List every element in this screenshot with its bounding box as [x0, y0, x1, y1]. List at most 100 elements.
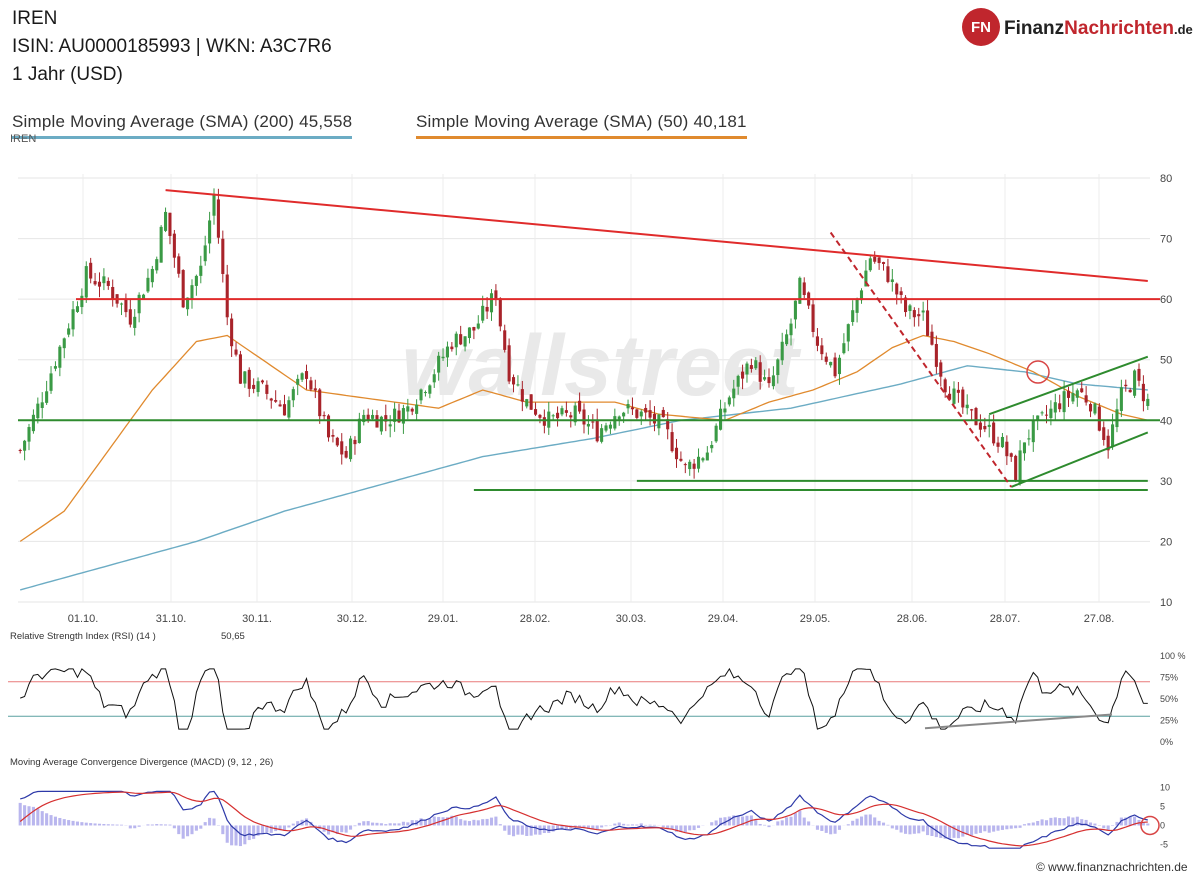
macd-histogram-bar: [1009, 825, 1013, 829]
candle-body: [507, 345, 511, 382]
macd-histogram-bar: [1036, 821, 1040, 826]
macd-histogram-bar: [732, 815, 736, 826]
macd-histogram-bar: [397, 823, 401, 826]
macd-histogram-bar: [1128, 816, 1132, 826]
macd-histogram-bar: [212, 818, 216, 826]
finanznachrichten-logo[interactable]: FN FinanzNachrichten.de: [962, 8, 1193, 48]
macd-histogram-bar: [511, 825, 516, 837]
candle-body: [815, 336, 819, 346]
candle-body: [1093, 403, 1097, 414]
macd-histogram-bar: [371, 822, 375, 826]
candle-body: [617, 416, 621, 420]
candle-body: [1080, 388, 1084, 393]
candle-body: [926, 310, 930, 336]
macd-histogram-bar: [1080, 819, 1084, 826]
candle-body: [357, 418, 361, 444]
macd-histogram-bar: [1124, 817, 1128, 826]
macd-histogram-bar: [912, 825, 916, 834]
x-tick-label: 30.03.: [616, 613, 647, 625]
candle-body: [745, 363, 749, 375]
candle-body: [529, 394, 533, 410]
candle-body: [186, 297, 190, 310]
candle-body: [287, 400, 291, 418]
macd-histogram-bar: [943, 825, 947, 839]
candle-body: [498, 298, 502, 327]
macd-histogram-bar: [168, 824, 172, 826]
candle-body: [538, 414, 542, 418]
macd-histogram-bar: [992, 825, 996, 832]
candle-body: [1027, 438, 1031, 440]
candle-body: [344, 450, 348, 458]
candle-body: [459, 334, 463, 345]
macd-histogram-bar: [534, 825, 538, 835]
macd-signal-line: [19, 791, 1148, 847]
downtrend-dashed-line: [829, 231, 1013, 488]
y-tick-label: 80: [1160, 173, 1172, 185]
macd-histogram-bar: [1022, 824, 1027, 826]
macd-histogram-bar: [604, 825, 608, 827]
candle-body: [371, 414, 375, 419]
macd-histogram-bar: [547, 825, 551, 833]
candle-body: [1088, 404, 1093, 412]
macd-histogram-bar: [789, 816, 793, 826]
candle-body: [181, 270, 185, 308]
macd-histogram-bar: [234, 825, 238, 846]
macd-histogram-bar: [626, 824, 630, 826]
candle-body: [375, 415, 379, 428]
candle-body: [855, 298, 859, 313]
candle-body: [749, 365, 753, 369]
candle-body: [908, 305, 912, 312]
candle-body: [719, 408, 723, 430]
candle-body: [450, 346, 454, 350]
macd-histogram-bar: [723, 817, 727, 826]
candle-body: [723, 408, 727, 413]
candle-body: [921, 310, 925, 313]
candle-body: [992, 422, 996, 444]
candle-body: [27, 427, 31, 442]
candle-body: [36, 403, 40, 419]
macd-histogram-bar: [18, 802, 22, 826]
candle-body: [688, 461, 692, 470]
candle-body: [291, 389, 295, 401]
candle-body: [798, 277, 802, 304]
candle-body: [974, 408, 978, 426]
candle-body: [97, 281, 102, 287]
candle-body: [666, 419, 670, 430]
candle-body: [93, 281, 97, 285]
macd-histogram-bar: [194, 825, 198, 831]
macd-histogram-bar: [119, 824, 124, 826]
candle-body: [608, 424, 612, 429]
macd-histogram-bar: [754, 820, 758, 826]
macd-histogram-bar: [489, 817, 494, 826]
macd-histogram-bar: [1049, 817, 1053, 826]
candle-body: [1014, 455, 1018, 482]
candle-body: [53, 366, 57, 369]
y-tick-label: 20: [1160, 536, 1172, 548]
candle-body: [31, 414, 35, 432]
macd-histogram-bar: [644, 824, 648, 826]
macd-histogram-bar: [49, 815, 53, 826]
candle-body: [727, 397, 731, 405]
macd-histogram-bar: [516, 825, 520, 835]
x-tick-label: 01.10.: [68, 613, 99, 625]
candle-body: [313, 388, 317, 391]
macd-histogram-bar: [1111, 825, 1115, 826]
x-tick-label: 29.05.: [800, 613, 831, 625]
macd-histogram-bar: [106, 824, 110, 826]
candle-body: [18, 449, 22, 451]
macd-histogram-bar: [31, 806, 35, 826]
candle-body: [463, 336, 467, 347]
candle-body: [428, 385, 432, 394]
macd-histogram-bar: [221, 825, 225, 835]
macd-histogram-bar: [661, 825, 665, 828]
macd-histogram-bar: [304, 818, 309, 826]
candle-body: [445, 346, 449, 358]
candle-body: [516, 384, 520, 386]
macd-histogram-bar: [952, 825, 956, 838]
candle-body: [133, 316, 137, 328]
candle-body: [595, 419, 599, 442]
candle-body: [983, 426, 987, 430]
macd-histogram-bar: [366, 821, 370, 826]
candle-body: [511, 377, 516, 385]
candle-body: [260, 380, 265, 383]
